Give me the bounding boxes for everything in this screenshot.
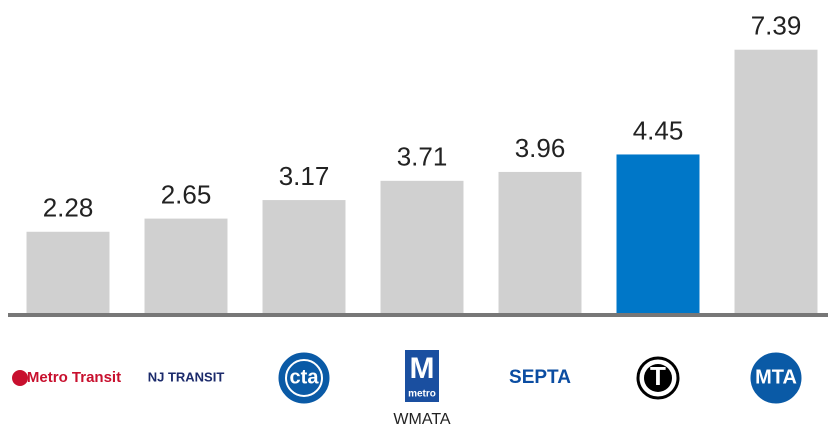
- value-label: 4.45: [633, 115, 684, 145]
- caption: WMATA: [393, 411, 451, 428]
- value-label: 2.65: [161, 179, 212, 209]
- bar: [144, 218, 228, 313]
- logo-circle: [750, 352, 802, 404]
- bar: [26, 231, 110, 313]
- value-label: 3.17: [279, 161, 330, 191]
- logo-box: [405, 350, 439, 402]
- bar: [262, 200, 346, 313]
- value-label: 3.96: [515, 133, 566, 163]
- category-logo: cta: [290, 366, 320, 388]
- value-label: 3.71: [397, 142, 448, 172]
- bar: [498, 171, 582, 313]
- category-logo: SEPTA: [509, 367, 571, 388]
- logo-inner: [644, 364, 672, 392]
- bar: [734, 49, 818, 313]
- value-label: 2.28: [43, 193, 94, 223]
- category-logo: M: [410, 352, 435, 385]
- category-logo: T: [650, 361, 666, 391]
- logo-subtext: metro: [408, 389, 436, 400]
- category-logo: NJ TRANSIT: [148, 369, 225, 384]
- category-logo: Metro Transit: [27, 369, 121, 386]
- bar: [616, 154, 700, 313]
- category-logo: MTA: [755, 366, 797, 388]
- bar: [380, 180, 464, 313]
- value-label: 7.39: [751, 11, 802, 41]
- logo-inner: [285, 359, 323, 397]
- logo-dot: [12, 370, 28, 386]
